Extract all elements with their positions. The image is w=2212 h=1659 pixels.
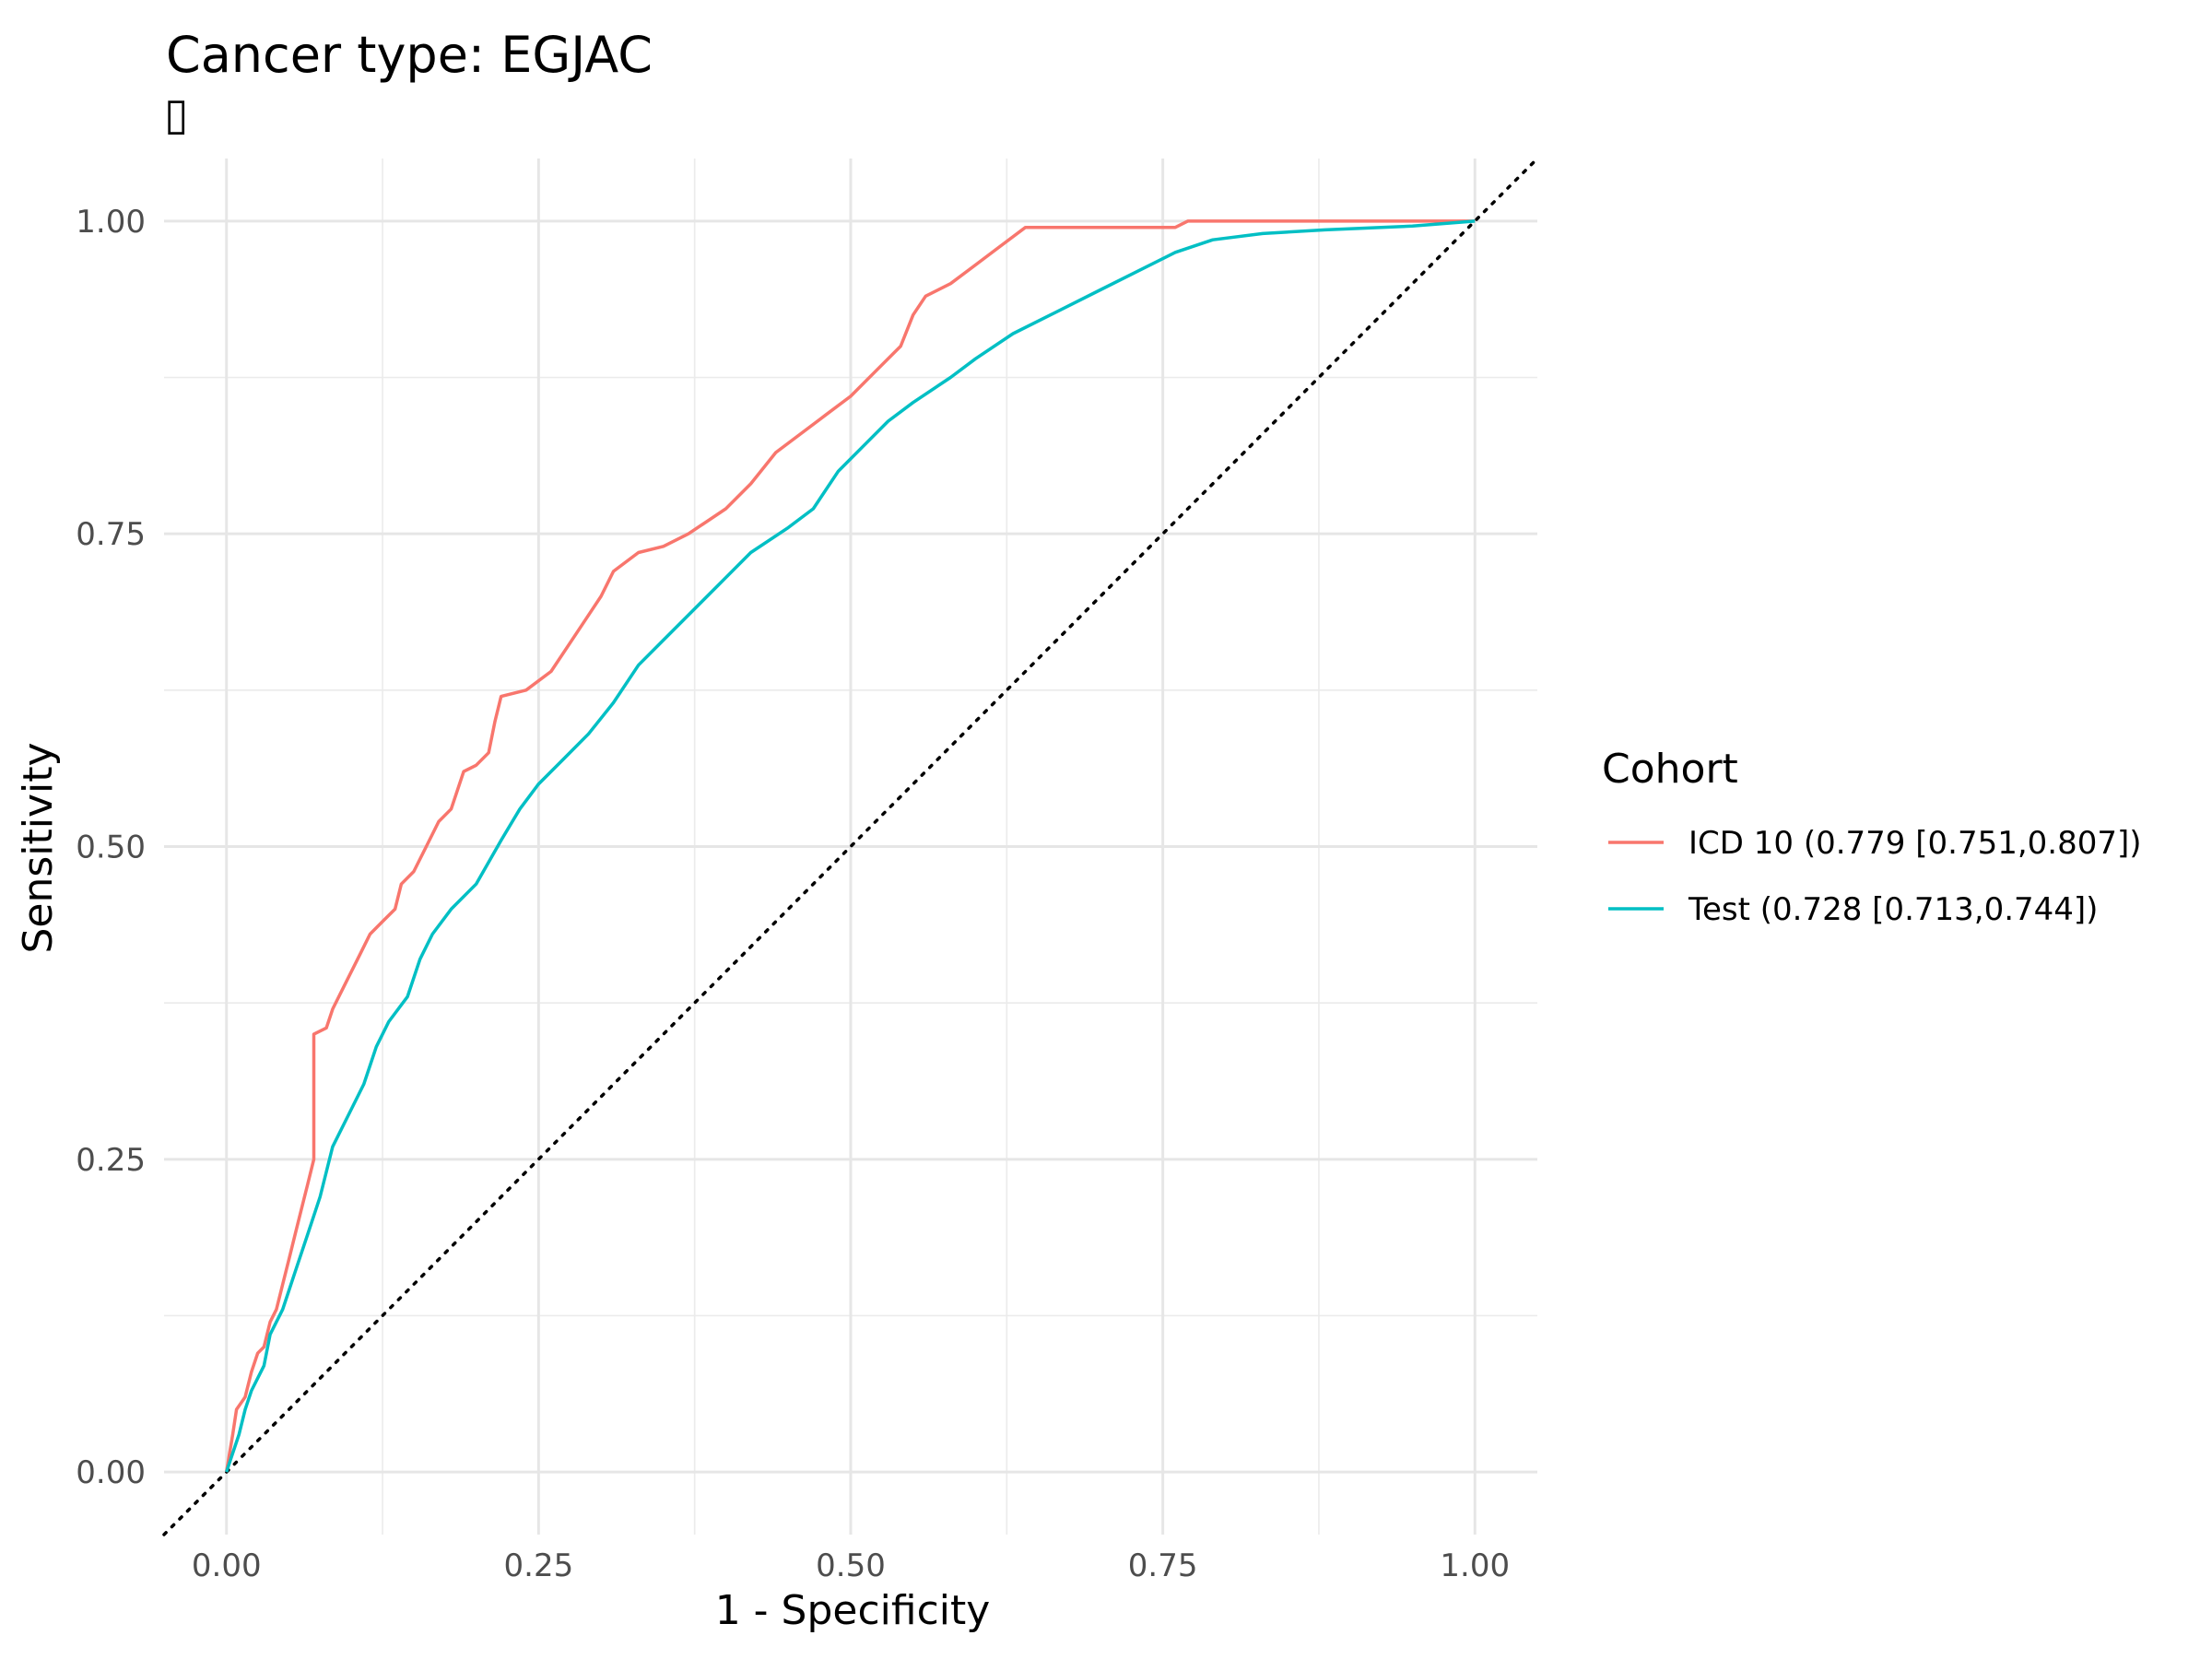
x-tick-label-2: 0.50 xyxy=(816,1547,886,1584)
y-axis-title: Sensitivity xyxy=(15,742,62,953)
legend: Cohort ICD 10 (0.779 [0.751,0.807]) Test… xyxy=(1602,746,2142,928)
x-tick-label-3: 0.75 xyxy=(1128,1547,1198,1584)
legend-label-icd10: ICD 10 (0.779 [0.751,0.807]) xyxy=(1688,825,2142,862)
roc-line-test xyxy=(225,219,1476,1473)
x-tick-label-0: 0.00 xyxy=(192,1547,262,1584)
legend-label-test: Test (0.728 [0.713,0.744]) xyxy=(1688,891,2098,928)
axis-ticks: 0.00 0.25 0.50 0.75 1.00 0.00 0.25 0.50 0.75 1.00 xyxy=(76,204,1510,1584)
y-tick-label-1: 0.25 xyxy=(76,1142,146,1179)
roc-line-icd10 xyxy=(224,219,1476,1473)
x-axis-title: 1 - Specificity xyxy=(715,1587,991,1634)
legend-title: Cohort xyxy=(1602,746,1738,793)
diagonal-reference-line xyxy=(162,157,1539,1536)
series-lines xyxy=(224,219,1476,1473)
reference-diagonal xyxy=(162,157,1539,1536)
chart-subtitle: ▯ xyxy=(164,88,188,140)
y-tick-label-3: 0.75 xyxy=(76,516,146,553)
x-tick-label-4: 1.00 xyxy=(1440,1547,1510,1584)
chart-title: Cancer type: EGJAC xyxy=(166,26,653,84)
y-tick-label-0: 0.00 xyxy=(76,1454,146,1491)
y-tick-label-4: 1.00 xyxy=(76,204,146,241)
y-tick-label-2: 0.50 xyxy=(76,830,146,866)
x-tick-label-1: 0.25 xyxy=(504,1547,574,1584)
